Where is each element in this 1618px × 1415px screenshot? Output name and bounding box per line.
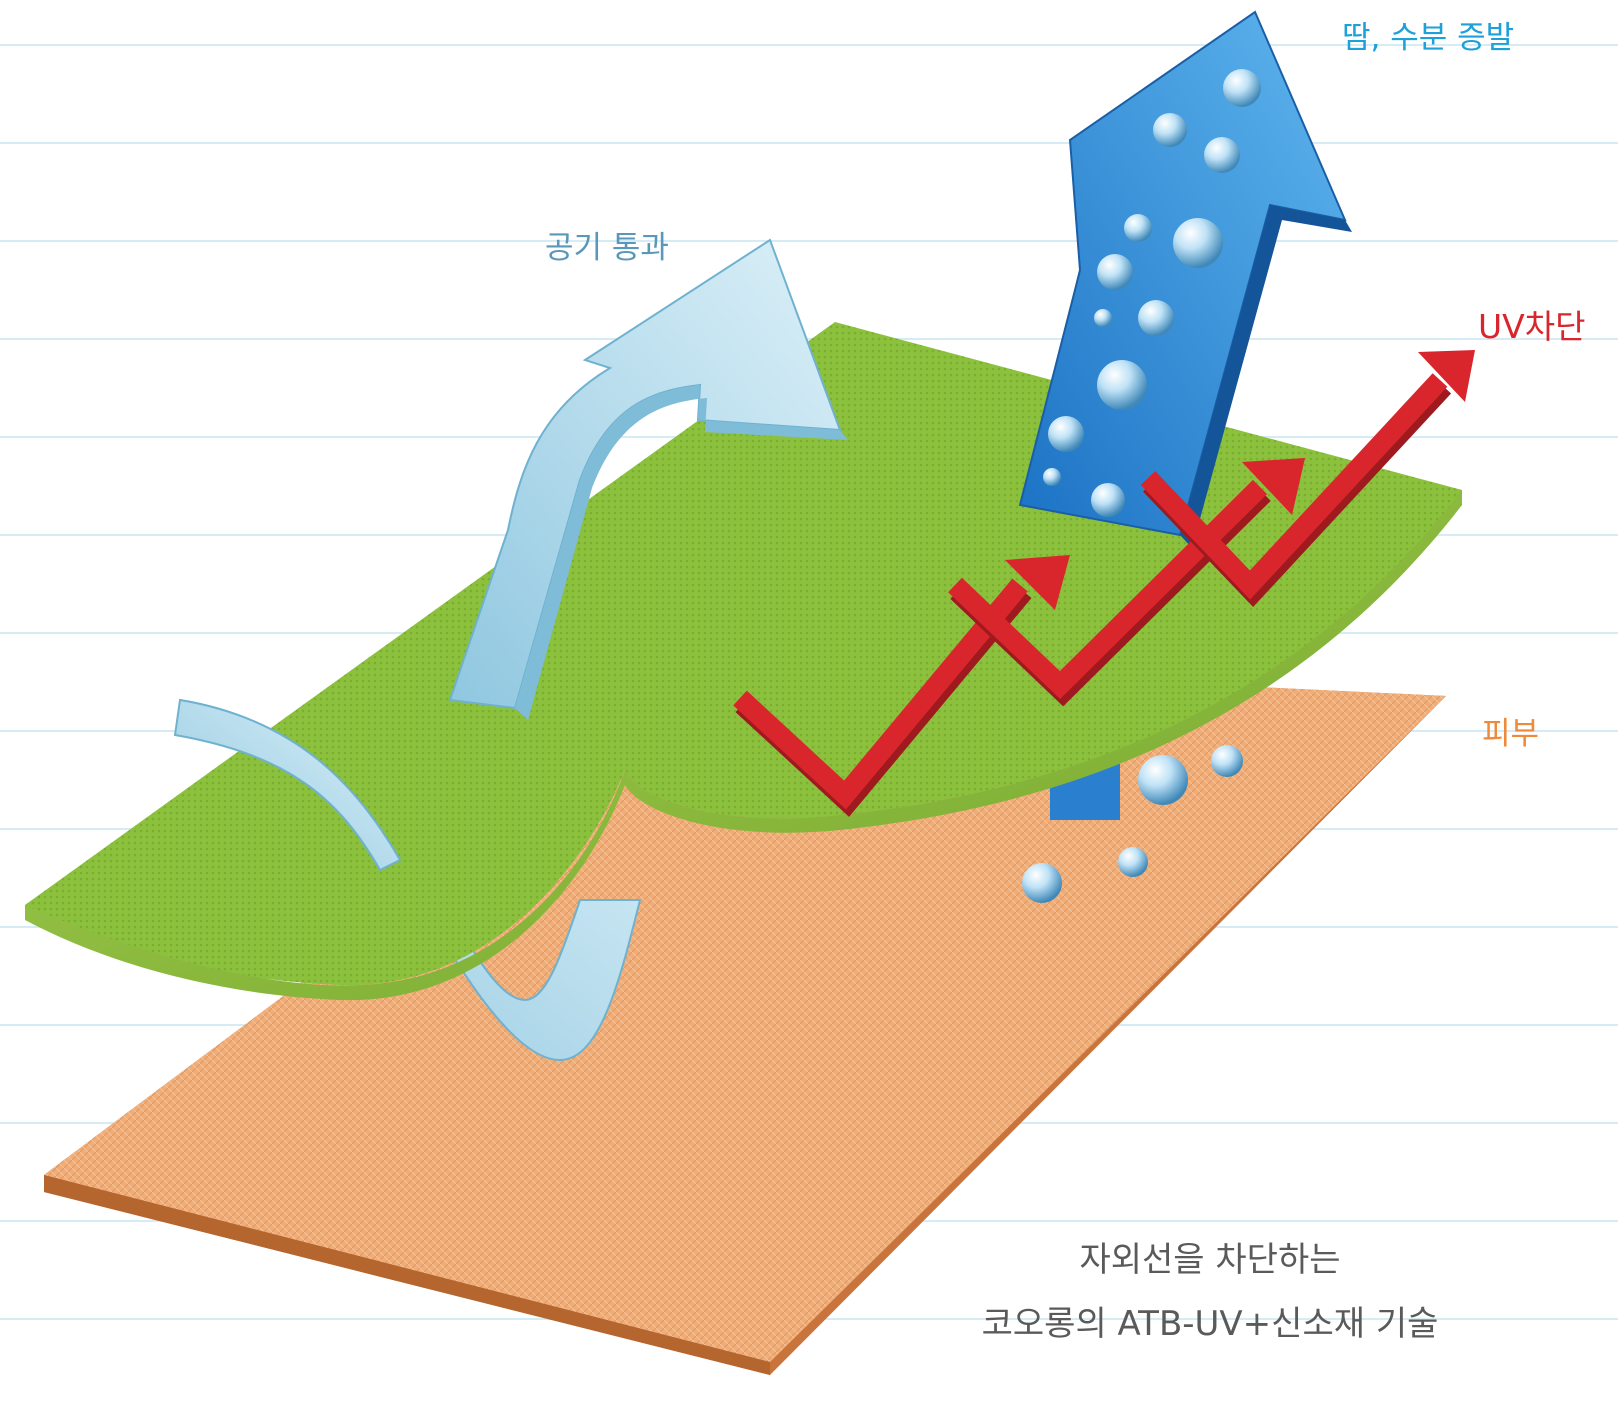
water-droplet-icon (1118, 847, 1148, 877)
skin-droplets (1022, 745, 1243, 903)
uv-arrows (733, 350, 1475, 817)
water-droplet-icon (1043, 468, 1061, 486)
water-droplet-icon (1153, 113, 1187, 147)
water-droplet-icon (1204, 137, 1240, 173)
water-droplet-icon (1138, 300, 1174, 336)
water-droplet-icon (1097, 254, 1133, 290)
air-arrow-upper (173, 238, 848, 872)
water-droplet-icon (1173, 218, 1223, 268)
caption-line-2: 코오롱의 ATB-UV+신소재 기술 (981, 1304, 1439, 1344)
water-droplet-icon (1211, 745, 1243, 777)
water-droplet-icon (1094, 309, 1112, 327)
sweat-evaporation-label: 땀, 수분 증발 (1342, 20, 1515, 56)
water-droplet-icon (1022, 863, 1062, 903)
uv-block-label: UV차단 (1478, 307, 1586, 346)
water-droplet-icon (1097, 360, 1147, 410)
skin-layer (44, 662, 1446, 1375)
water-droplet-icon (1138, 755, 1188, 805)
air-pass-label: 공기 통과 (545, 230, 669, 266)
caption-line-1: 자외선을 차단하는 (1079, 1240, 1341, 1280)
water-droplet-icon (1091, 483, 1125, 517)
water-droplet-icon (1048, 416, 1084, 452)
skin-label: 피부 (1482, 716, 1540, 752)
water-droplet-icon (1124, 214, 1152, 242)
water-droplet-icon (1223, 69, 1261, 107)
sweat-droplets (1043, 69, 1261, 517)
caption: 자외선을 차단하는 코오롱의 ATB-UV+신소재 기술 (900, 1228, 1520, 1356)
sweat-arrow (1018, 10, 1352, 548)
